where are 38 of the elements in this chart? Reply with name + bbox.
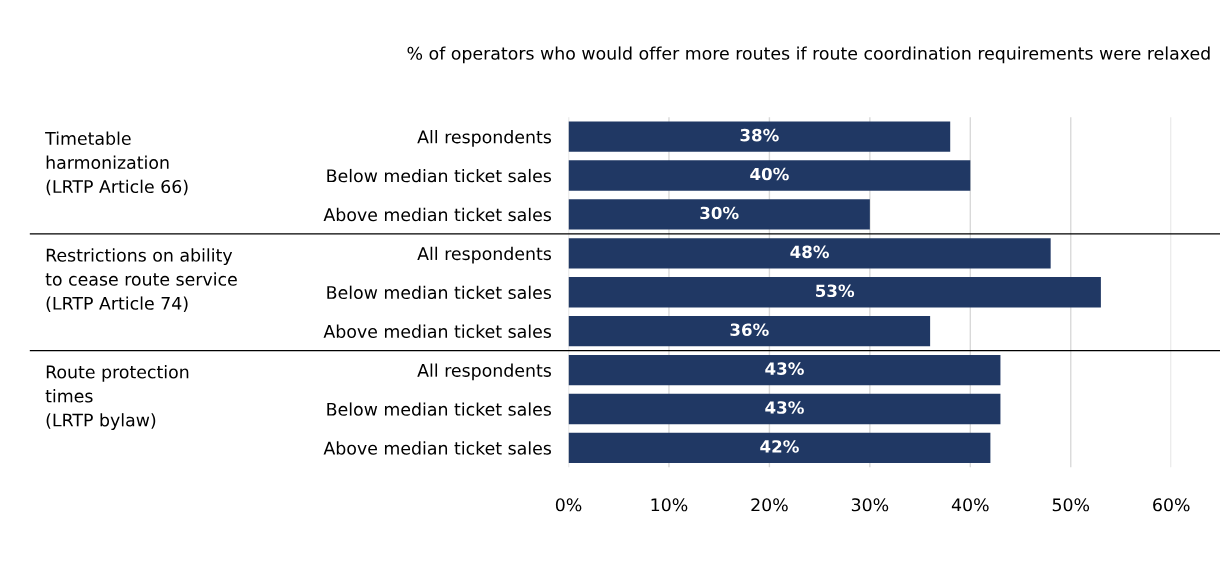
- data-label: 38%: [740, 128, 779, 142]
- data-label: 43%: [765, 362, 804, 375]
- bar: [568, 160, 971, 191]
- y-tick-label: Above median ticket sales: [323, 324, 551, 339]
- text: Timetable harmonization (LRTP Article 66): [45, 131, 188, 196]
- data-label: 53%: [816, 284, 855, 298]
- data-label: 30%: [700, 206, 739, 220]
- x-tick-label: 60%: [1153, 498, 1190, 512]
- bar: [568, 199, 870, 230]
- data-label: 36%: [730, 323, 769, 336]
- data-label: 40%: [750, 167, 789, 181]
- bar: [568, 238, 1051, 269]
- data-label: 42%: [760, 440, 799, 453]
- text: Restrictions on ability to cease route service (LRTP Article 74): [45, 248, 237, 312]
- x-tick-label: 50%: [1052, 498, 1090, 512]
- bar: [568, 354, 1001, 386]
- y-tick-label: All respondents: [417, 363, 552, 381]
- bar: [568, 432, 991, 464]
- y-tick-label: Below median ticket sales: [327, 402, 552, 416]
- x-tick-label: 30%: [851, 498, 889, 512]
- y-tick-label: Below median ticket sales: [327, 168, 552, 183]
- x-tick-label: 0%: [555, 498, 582, 512]
- chart-title: % of operators who would offer more routes if route coordination requirements were relaxed: [407, 46, 1210, 64]
- data-label: 43%: [765, 401, 804, 414]
- y-tick-label: Below median ticket sales: [327, 285, 552, 300]
- text: Route protection times (LRTP bylaw): [45, 365, 189, 430]
- bar: [568, 121, 951, 152]
- data-label: 48%: [790, 245, 830, 259]
- y-tick-label: Above median ticket sales: [323, 207, 551, 222]
- x-tick-label: 20%: [751, 498, 788, 512]
- bar: [568, 315, 931, 347]
- bar: [568, 393, 1001, 425]
- y-tick-label: All respondents: [417, 246, 552, 264]
- bar: [568, 277, 1101, 308]
- y-tick-label: All respondents: [417, 129, 552, 147]
- x-tick-label: 40%: [951, 498, 989, 512]
- y-tick-label: Above median ticket sales: [323, 441, 551, 455]
- x-tick-label: 10%: [651, 498, 688, 512]
